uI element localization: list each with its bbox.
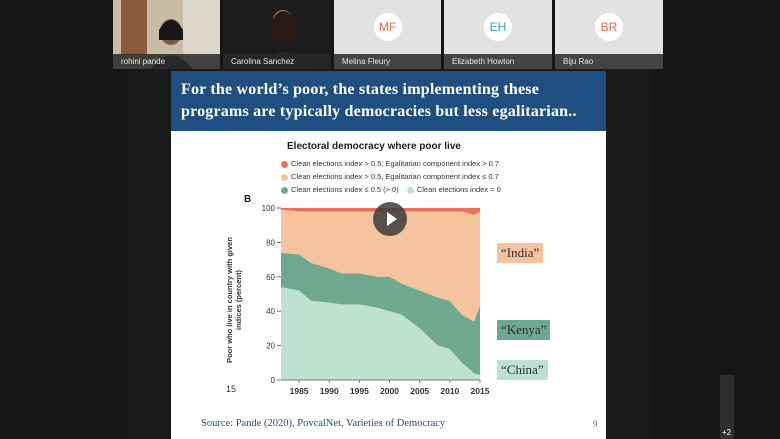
play-icon [387, 212, 397, 226]
legend-dot [406, 186, 414, 194]
y-tick-label: 100 [262, 204, 276, 213]
page-number: 9 [593, 419, 598, 429]
x-tick-label: 2010 [440, 386, 459, 396]
x-tick-label: 2000 [380, 386, 399, 396]
legend-label: Clean elections index > 0.5, Egalitarian… [291, 172, 499, 181]
participant-name: Melina Fleury [334, 54, 441, 69]
presentation-slide: For the world’s poor, the states impleme… [171, 71, 606, 439]
legend-label: Clean elections index ≤ 0.5 (> 0) [291, 185, 399, 194]
area-chart: 0 20 40 60 80 100 1985 1990 1995 2000 2005 2010 2015 [262, 204, 490, 396]
area-series-2 [281, 252, 480, 375]
avatar: BR [595, 13, 623, 41]
overflow-panel[interactable] [720, 375, 734, 439]
chart-title: Electoral democracy where poor live [287, 141, 461, 152]
tag-kenya: “Kenya” [497, 320, 551, 340]
x-tick-label: 1995 [350, 386, 369, 396]
legend-item: Clean elections index > 0.5, Egalitarian… [281, 172, 499, 181]
legend-item: Clean elections index > 0.5, Egalitarian… [281, 159, 499, 168]
participant-tile-3[interactable]: MF Melina Fleury [334, 0, 441, 69]
y-tick-label: 60 [266, 273, 275, 282]
y-tick-label: 80 [266, 238, 275, 247]
tag-china: “China” [497, 360, 548, 380]
legend-label: Clean elections index > 0.5, Egalitarian… [291, 159, 500, 168]
participant-tile-4[interactable]: EH Elizabeth Howton [444, 0, 552, 69]
legend-dot [281, 173, 288, 181]
legend-row-1: Clean elections index > 0.5, Egalitarian… [281, 159, 505, 168]
legend-item: Clean elections index ≤ 0.5 (> 0) [281, 185, 399, 194]
tag-india: “India” [497, 243, 544, 263]
y-tick-label: 20 [266, 342, 275, 351]
legend-dot [281, 186, 288, 194]
x-tick-label: 2005 [410, 386, 429, 396]
overflow-count[interactable]: +2 [722, 428, 732, 437]
participant-name: Biju Rao [555, 54, 663, 69]
participant-tile-5[interactable]: BR Biju Rao [555, 0, 663, 69]
legend-row-2: Clean elections index > 0.5, Egalitarian… [281, 172, 505, 181]
legend-item: Clean elections index = 0 [406, 185, 501, 194]
slide-banner: For the world’s poor, the states impleme… [171, 71, 606, 131]
avatar: MF [373, 13, 402, 41]
participant-tile-2[interactable]: Carolina Sanchez [223, 0, 331, 69]
y-tick-label: 40 [266, 307, 275, 316]
x-tick-label: 2015 [471, 386, 490, 396]
area-series-3 [281, 209, 480, 322]
legend-row-3: Clean elections index ≤ 0.5 (> 0) Clean … [281, 185, 507, 194]
slide-title: For the world’s poor, the states impleme… [181, 81, 577, 120]
avatar: EH [484, 13, 512, 41]
source-citation: Source: Pande (2020), PovcalNet, Varieti… [201, 418, 446, 429]
participant-tile-1[interactable]: rohini pande [113, 0, 220, 69]
panel-label: B [244, 194, 252, 205]
play-button[interactable] [373, 202, 407, 236]
legend-dot [281, 160, 288, 168]
x-tick-label: 1985 [290, 386, 309, 396]
participant-name: rohini pande [113, 54, 220, 69]
participant-name: Elizabeth Howton [444, 54, 552, 69]
area-series-1 [281, 287, 480, 380]
x-tick-label: 1990 [320, 386, 339, 396]
y-tick-label: 0 [271, 376, 276, 385]
stray-label: 15 [226, 384, 237, 394]
participant-name: Carolina Sanchez [223, 54, 331, 69]
legend-label: Clean elections index = 0 [416, 185, 501, 194]
